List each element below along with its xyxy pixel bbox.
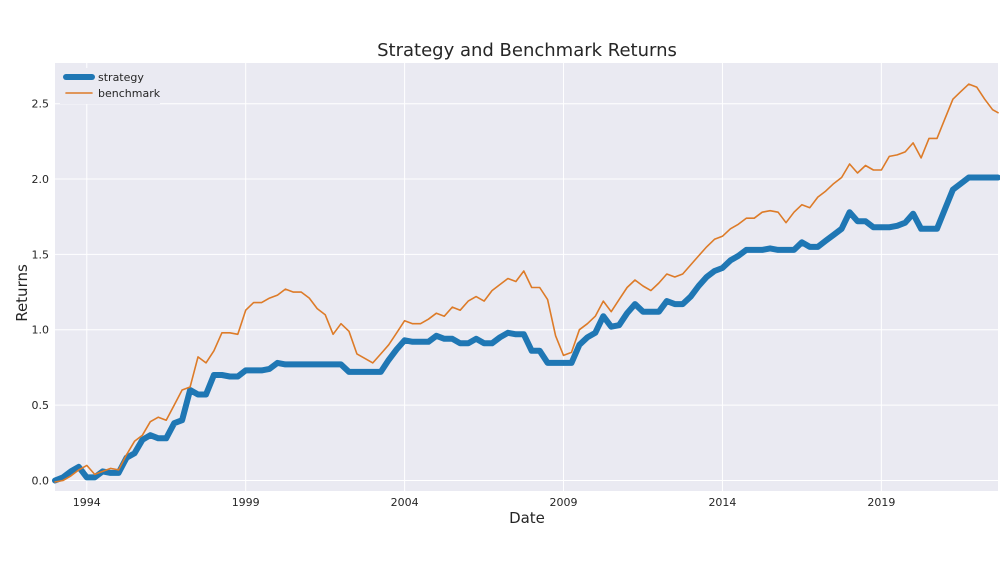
- x-tick-label: 1999: [232, 496, 260, 509]
- y-tick-label: 0.5: [32, 399, 50, 412]
- x-tick-label: 1994: [73, 496, 101, 509]
- series-line-strategy: [52, 174, 1000, 484]
- x-axis-ticks: 1994 1999 2004 2009 2014 2019: [73, 496, 896, 509]
- x-tick-label: 2009: [550, 496, 578, 509]
- legend-label-benchmark: benchmark: [98, 87, 161, 100]
- y-tick-label: 1.5: [32, 248, 50, 261]
- legend: strategy benchmark: [60, 68, 161, 104]
- chart-title: Strategy and Benchmark Returns: [377, 40, 677, 61]
- series-line-benchmark: [54, 83, 999, 483]
- y-tick-label: 1.0: [32, 324, 50, 337]
- y-axis-label: Returns: [13, 264, 31, 322]
- x-tick-label: 2019: [867, 496, 895, 509]
- x-axis-label: Date: [509, 509, 545, 527]
- series-layer: [52, 83, 1000, 484]
- y-tick-label: 2.0: [32, 173, 50, 186]
- y-tick-label: 2.5: [32, 98, 50, 111]
- legend-label-strategy: strategy: [98, 71, 144, 84]
- y-tick-label: 0.0: [32, 474, 50, 487]
- x-tick-label: 2004: [391, 496, 419, 509]
- y-axis-ticks: 0.0 0.5 1.0 1.5 2.0 2.5: [32, 98, 50, 488]
- x-tick-label: 2014: [708, 496, 736, 509]
